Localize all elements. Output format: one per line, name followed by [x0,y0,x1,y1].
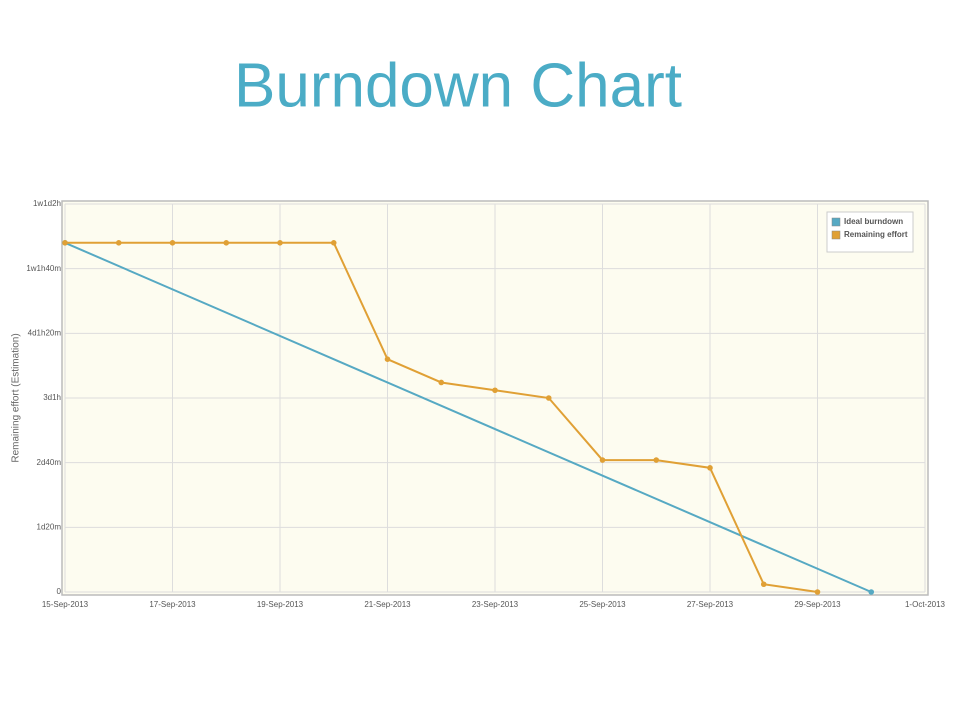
data-point [438,379,445,386]
data-point [62,240,68,246]
data-point [868,589,875,595]
data-point [384,356,391,363]
x-tick-label: 27-Sep-2013 [687,600,734,609]
data-point [492,387,498,394]
data-point [814,589,821,595]
y-tick-label: 1d20m [37,522,62,531]
y-tick-label: 2d40m [37,458,62,467]
legend-swatch [831,217,841,227]
y-tick-label: 0 [57,587,62,596]
data-point [760,581,767,588]
series-line [64,241,872,593]
legend-box [826,211,914,253]
y-tick-label: 3d1h [43,393,61,402]
legend-label: Ideal burndown [844,217,903,226]
data-point [115,240,122,246]
x-tick-label: 17-Sep-2013 [149,600,196,609]
x-tick-label: 23-Sep-2013 [472,600,519,609]
x-tick-label: 25-Sep-2013 [579,600,626,609]
x-tick-label: 29-Sep-2013 [794,600,841,609]
x-tick-label: 1-Oct-2013 [905,600,946,609]
data-point [330,240,337,246]
data-point [223,240,230,246]
x-tick-label: 15-Sep-2013 [42,600,89,609]
legend-label: Remaining effort [844,230,908,239]
data-point [277,240,283,246]
data-point [707,465,713,471]
data-point [653,457,660,463]
y-tick-label: 4d1h20m [28,328,62,337]
data-point [599,457,606,463]
y-axis-label: Remaining effort (Estimation) [11,333,22,462]
legend-swatch [831,230,841,240]
x-tick-label: 19-Sep-2013 [257,600,304,609]
data-point [545,395,552,401]
x-tick-label: 21-Sep-2013 [364,600,411,609]
data-point [169,240,176,246]
y-tick-label: 1w1d2h [33,199,61,208]
y-tick-label: 1w1h40m [26,264,61,273]
chart-title: Burndown Chart [234,51,682,120]
